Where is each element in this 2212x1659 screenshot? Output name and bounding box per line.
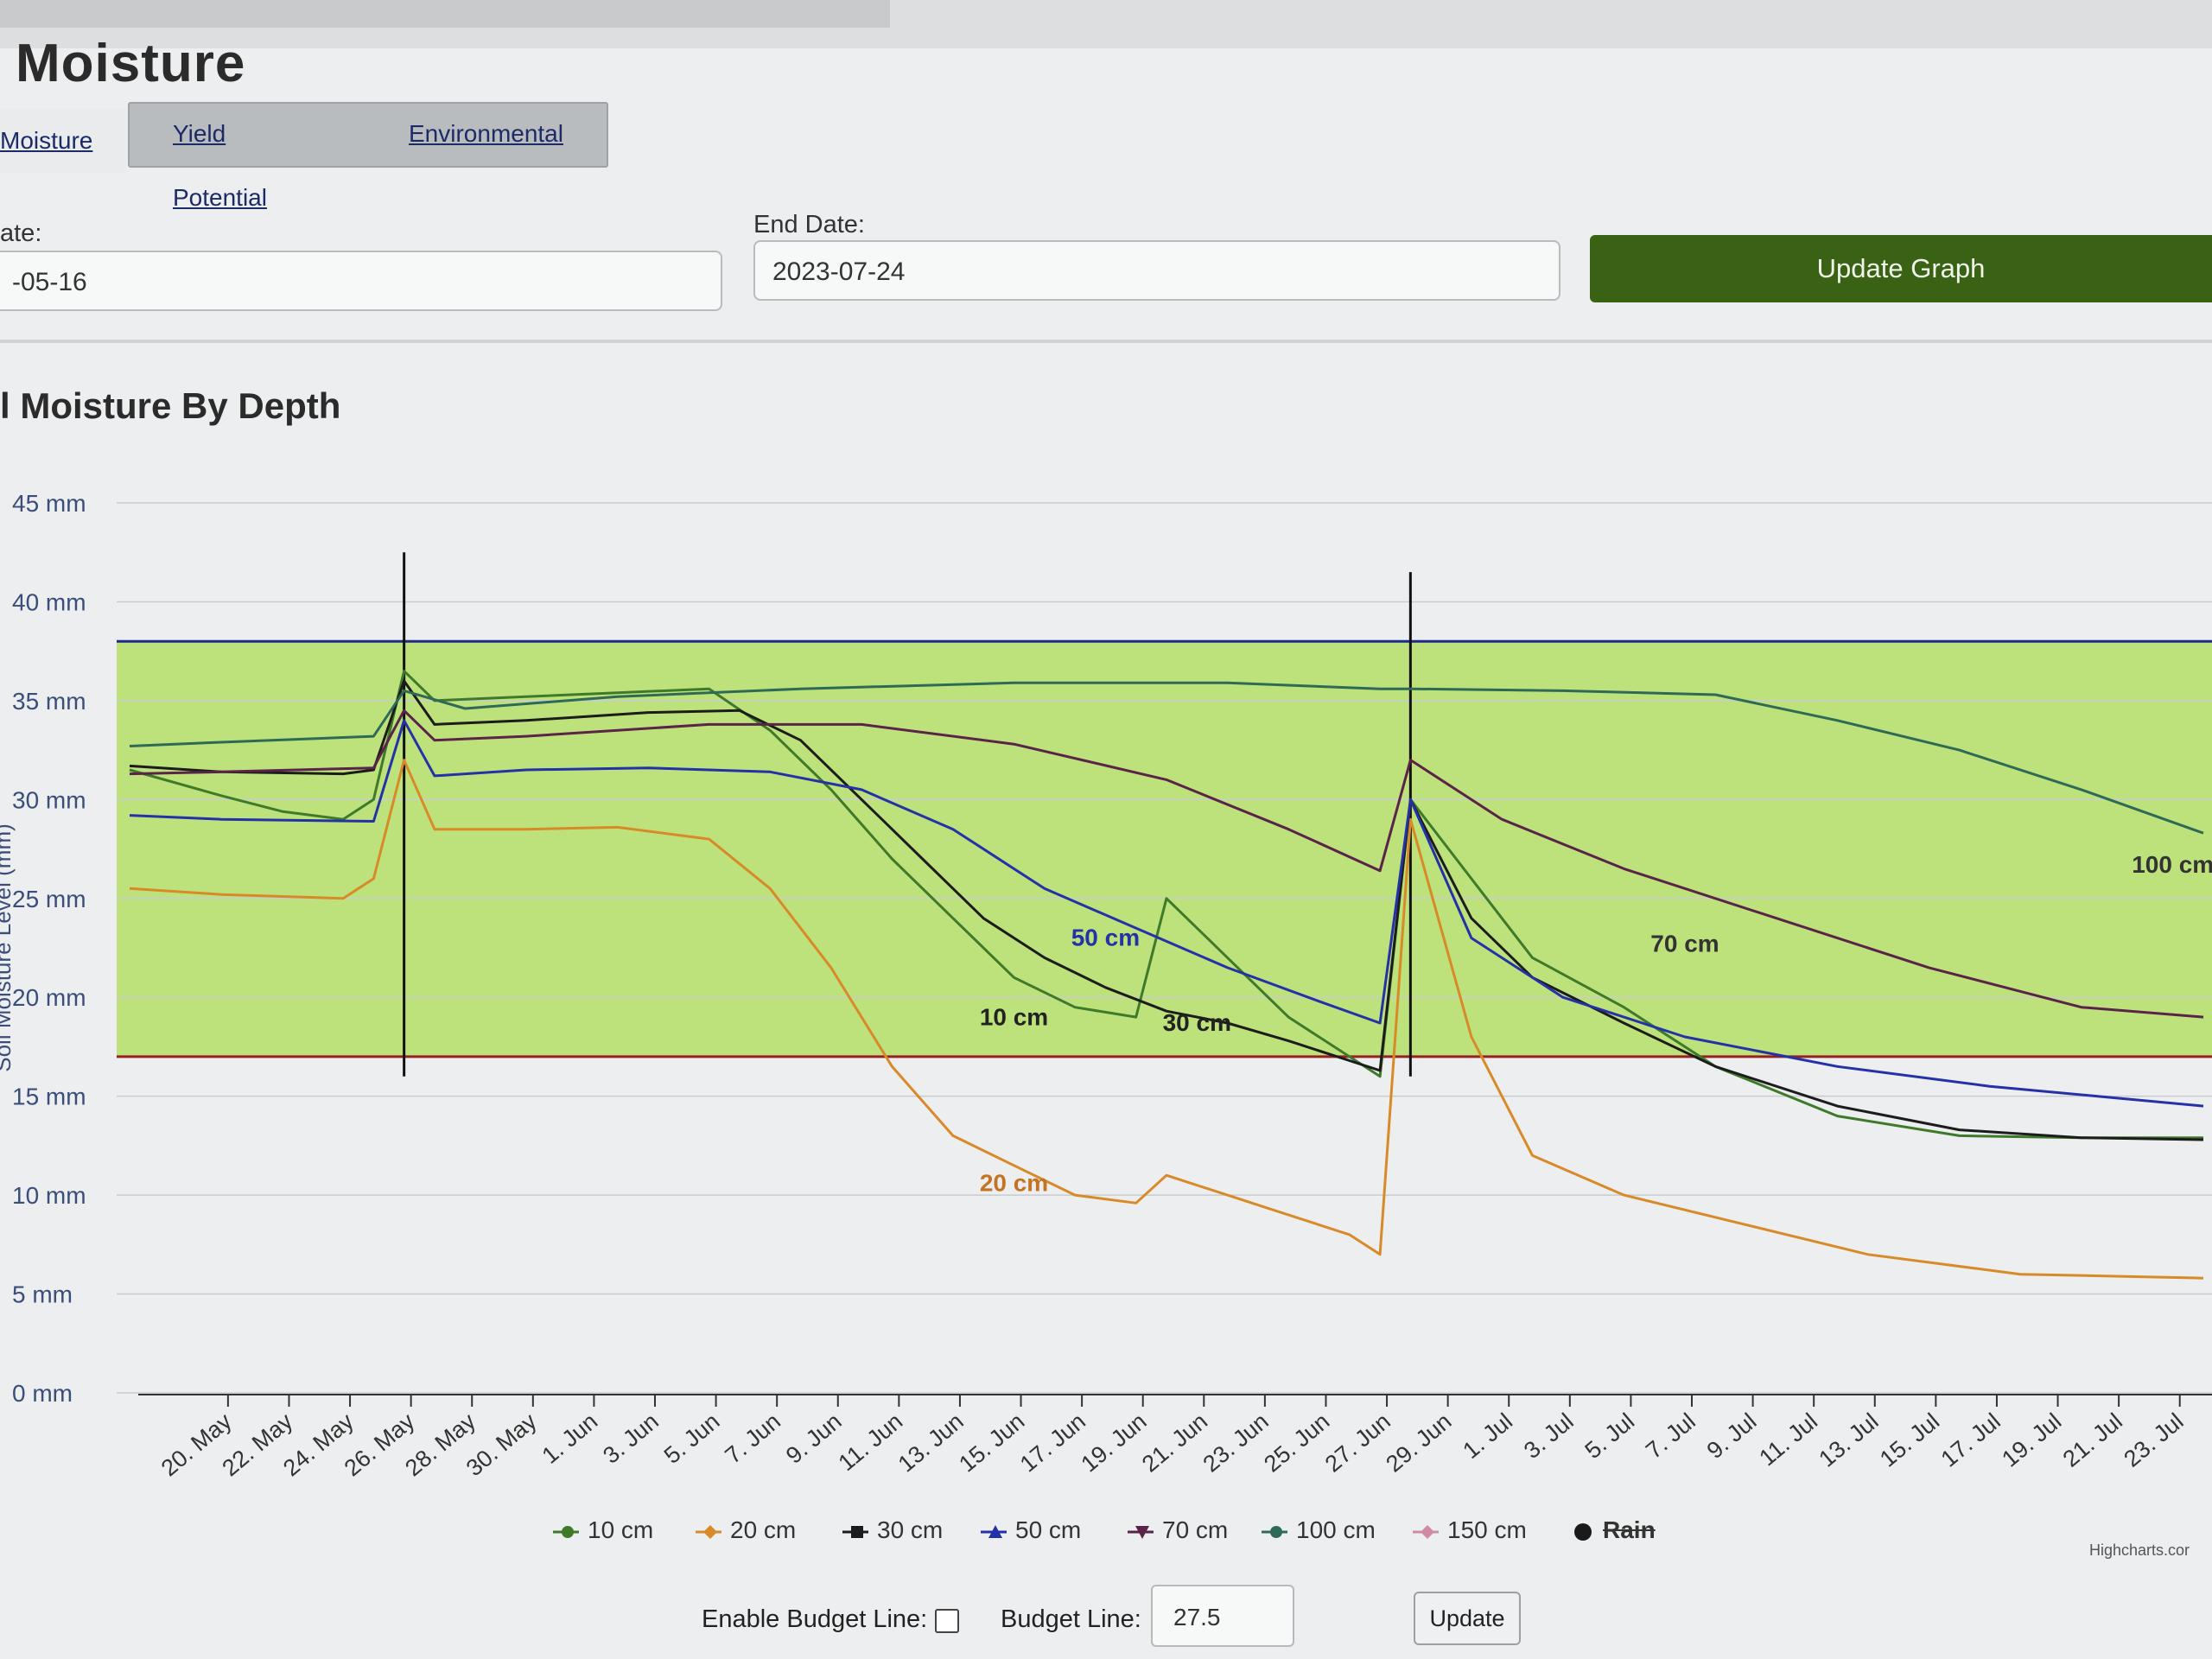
x-tick-label: 3. Jun [598,1408,664,1469]
x-tick-label: 1. Jul [1458,1408,1517,1464]
legend-label: 100 cm [1296,1516,1376,1543]
budget-line-input[interactable]: 27.5 [1151,1585,1294,1647]
x-tick-label: 5. Jun [659,1408,725,1469]
start-date-label: ate: [0,219,42,247]
x-tick-label: 19. Jul [1997,1408,2066,1472]
y-tick-label: 30 mm [12,786,86,813]
legend-label: 70 cm [1162,1516,1229,1543]
page-title: Moisture [16,34,246,93]
x-tick-label: 7. Jul [1641,1408,1700,1464]
legend-label: 10 cm [588,1516,654,1543]
x-tick-label: 21. Jul [2058,1408,2127,1472]
enable-budget-label: Enable Budget Line: [702,1605,928,1633]
y-tick-label: 5 mm [12,1281,73,1308]
x-tick-label: 11. Jun [834,1408,908,1477]
circle-icon [553,1525,579,1538]
series-line-30-cm [129,679,2204,1141]
x-tick-label: 30. May [461,1408,542,1481]
x-tick-label: 17. Jul [1936,1408,2005,1472]
end-date-input[interactable]: 2023-07-24 [753,240,1560,301]
series-line-100-cm [129,681,2204,835]
y-tick-label: 20 mm [12,984,86,1011]
x-tick-label: 11. Jul [1754,1408,1822,1471]
x-tick-label: 15. Jul [1875,1408,1944,1472]
x-tick-label: 9. Jul [1702,1408,1762,1464]
line-label-70-cm: 70 cm [1650,931,1719,957]
x-tick-label: 7. Jun [720,1408,785,1469]
x-tick-label: 27. Jun [1320,1408,1395,1478]
x-tick-label: 13. Jun [893,1408,969,1478]
series-line-50-cm [129,719,2204,1108]
x-tick-label: 3. Jul [1519,1408,1579,1464]
dot-icon [1574,1522,1592,1541]
chart-title: l Moisture By Depth [0,385,341,426]
line-label-50-cm: 50 cm [1071,925,1140,951]
plot-band-0 [117,641,2212,1057]
diamond-icon [1413,1524,1439,1539]
top-strip [0,0,2212,48]
y-tick-label: 25 mm [12,886,86,912]
legend-item-10-cm[interactable]: 10 cm [553,1516,653,1544]
legend-label: 30 cm [877,1516,944,1543]
browser-tab-area [0,0,890,28]
tab-moisture[interactable]: Moisture [0,109,128,173]
y-tick-label: 35 mm [12,688,86,715]
x-tick-label: 5. Jul [1580,1408,1640,1464]
legend-item-50-cm[interactable]: 50 cm [981,1516,1081,1544]
legend-label: 150 cm [1447,1516,1527,1543]
section-divider [0,340,2212,343]
legend-item-30-cm[interactable]: 30 cm [842,1516,943,1544]
tab-group-inactive [128,102,608,168]
y-tick-label: 40 mm [12,588,86,615]
x-tick-label: 15. Jun [954,1408,1029,1478]
legend-item-100-cm[interactable]: 100 cm [1262,1516,1376,1544]
x-tick-label: 1. Jun [537,1408,603,1469]
line-label-100-cm: 100 cm [2132,851,2212,878]
y-tick-label: 10 mm [12,1182,86,1209]
line-label-10-cm: 10 cm [980,1003,1048,1030]
x-tick-label: 19. Jun [1076,1408,1151,1478]
triangle-icon [981,1524,1007,1538]
legend-label: 50 cm [1015,1516,1082,1543]
update-graph-button[interactable]: Update Graph [1590,235,2212,302]
line-label-30-cm: 30 cm [1163,1009,1231,1036]
highcharts-credit[interactable]: Highcharts.cor [2089,1541,2190,1559]
x-tick-label: 29. Jun [1381,1408,1456,1478]
budget-update-button[interactable]: Update [1414,1592,1521,1645]
series-line-70-cm [129,709,2204,1019]
circle-icon [1262,1525,1287,1538]
start-date-input[interactable]: -05-16 [0,251,722,311]
tab-yield-potential[interactable]: Yield Potential [173,120,267,211]
x-tick-label: 17. Jun [1015,1408,1090,1478]
line-label-20-cm: 20 cm [980,1170,1048,1197]
series-line-20-cm [129,759,2204,1280]
soil-moisture-chart: 45 mm 40 mm 35 mm 30 mm 25 mm 20 mm 15 mm 10 mm… [0,490,2212,1481]
legend-item-rain[interactable]: Rain [1568,1516,1656,1544]
end-date-label: End Date: [753,211,865,238]
tab-environmental[interactable]: Environmental [409,120,563,147]
y-tick-label: 45 mm [12,490,86,517]
legend-label: Rain [1603,1516,1656,1543]
x-tick-label: 13. Jul [1814,1408,1883,1472]
x-tick-label: 23. Jul [2119,1408,2188,1472]
budget-line-label: Budget Line: [1001,1605,1141,1633]
y-tick-label: 0 mm [12,1380,73,1407]
diamond-icon [696,1524,721,1539]
legend-item-20-cm[interactable]: 20 cm [696,1516,796,1544]
triangle-down-icon [1128,1525,1154,1539]
x-tick-label: 23. Jun [1198,1408,1274,1478]
x-tick-label: 25. Jun [1259,1408,1334,1478]
x-tick-label: 21. Jun [1137,1408,1212,1478]
y-axis-title: Soil Moisture Level (mm) [0,823,16,1072]
enable-budget-checkbox[interactable] [935,1609,959,1633]
legend-label: 20 cm [730,1516,797,1543]
legend-item-70-cm[interactable]: 70 cm [1128,1516,1228,1544]
square-icon [842,1525,868,1538]
series-line-10-cm [129,670,2203,1140]
legend-item-150-cm[interactable]: 150 cm [1413,1516,1527,1544]
y-tick-label: 15 mm [12,1084,86,1110]
